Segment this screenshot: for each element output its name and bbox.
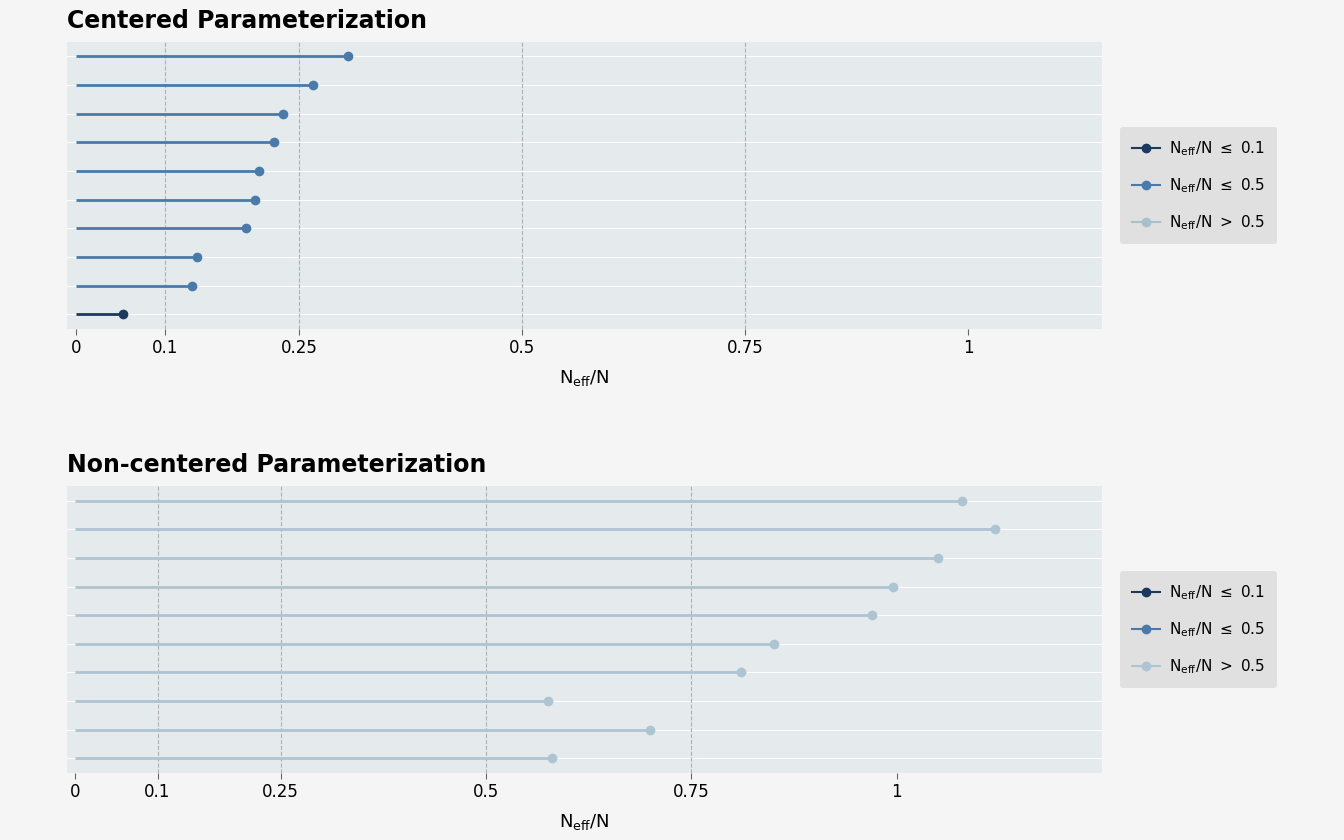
Legend: N$_{\mathsf{eff}}$/N $\leq$ 0.1, N$_{\mathsf{eff}}$/N $\leq$ 0.5, N$_{\mathsf{ef: N$_{\mathsf{eff}}$/N $\leq$ 0.1, N$_{\ma… <box>1120 127 1277 244</box>
Text: Centered Parameterization: Centered Parameterization <box>67 9 427 33</box>
Text: Non-centered Parameterization: Non-centered Parameterization <box>67 454 487 477</box>
X-axis label: N$_{\mathsf{eff}}$/N: N$_{\mathsf{eff}}$/N <box>559 368 610 388</box>
Legend: N$_{\mathsf{eff}}$/N $\leq$ 0.1, N$_{\mathsf{eff}}$/N $\leq$ 0.5, N$_{\mathsf{ef: N$_{\mathsf{eff}}$/N $\leq$ 0.1, N$_{\ma… <box>1120 571 1277 688</box>
X-axis label: N$_{\mathsf{eff}}$/N: N$_{\mathsf{eff}}$/N <box>559 812 610 832</box>
